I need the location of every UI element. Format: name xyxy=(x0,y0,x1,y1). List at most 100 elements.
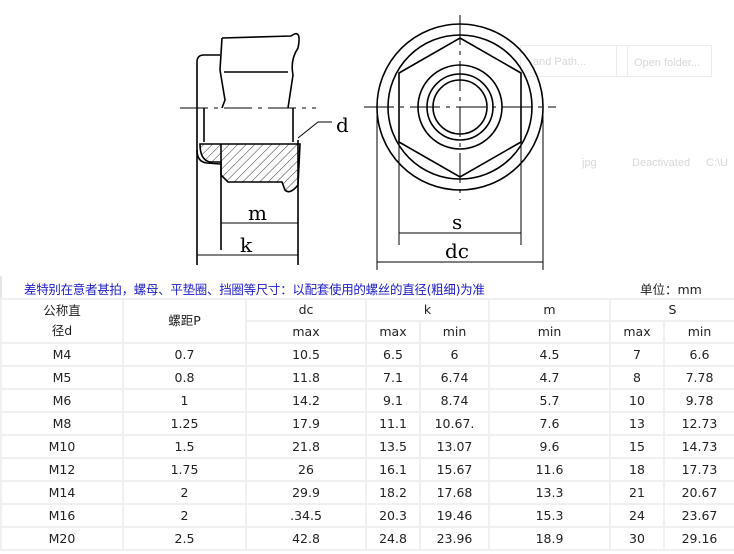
cell-m-min: 4.7 xyxy=(488,365,611,390)
header-s-max: max xyxy=(609,320,665,344)
cell-pitch: 1.5 xyxy=(122,434,247,459)
cell-dc-max: 10.5 xyxy=(245,342,367,367)
table-row: M5 0.8 11.8 7.1 6.74 4.7 8 7.78 xyxy=(0,365,734,390)
label-dc: dc xyxy=(445,239,469,263)
table-row: M6 1 14.2 9.1 8.74 5.7 10 9.78 xyxy=(0,388,734,413)
cell-k-min: 10.67. xyxy=(419,411,490,436)
header-k: k xyxy=(365,298,490,322)
cell-k-max: 9.1 xyxy=(365,388,421,413)
ghost-button xyxy=(616,45,712,77)
cell-k-min: 6.74 xyxy=(419,365,490,390)
cell-s-min: 12.73 xyxy=(663,411,734,436)
cell-d: M16 xyxy=(0,503,124,528)
table-row: M8 1.25 17.9 11.1 10.67. 7.6 13 12.73 xyxy=(0,411,734,436)
cell-s-max: 8 xyxy=(609,365,665,390)
cell-s-max: 13 xyxy=(609,411,665,436)
cell-m-min: 18.9 xyxy=(488,526,611,551)
cell-s-max: 21 xyxy=(609,480,665,505)
top-view xyxy=(364,15,556,270)
cell-s-max: 7 xyxy=(609,342,665,367)
cell-pitch: 0.8 xyxy=(122,365,247,390)
cell-dc-max: .34.5 xyxy=(245,503,367,528)
cell-dc-max: 29.9 xyxy=(245,480,367,505)
cell-s-min: 29.16 xyxy=(663,526,734,551)
header-m-min: min xyxy=(488,320,611,344)
technical-drawing-svg: d m k s dc xyxy=(180,15,556,270)
cell-d: M14 xyxy=(0,480,124,505)
label-d: d xyxy=(336,113,349,137)
cell-k-max: 16.1 xyxy=(365,457,421,482)
cell-k-min: 19.46 xyxy=(419,503,490,528)
table-row: M20 2.5 42.8 24.8 23.96 18.9 30 29.16 xyxy=(0,526,734,551)
cell-k-max: 13.5 xyxy=(365,434,421,459)
cell-d: M10 xyxy=(0,434,124,459)
cell-d: M8 xyxy=(0,411,124,436)
header-dc-max: max xyxy=(245,320,367,344)
ghost-text: Deactivated xyxy=(632,157,691,169)
dimension-table: 公称直 径d 螺距P dc k m S max max min min max … xyxy=(0,298,734,551)
header-row: 公称直 径d 螺距P dc k m S xyxy=(0,298,734,344)
flange-nut-drawing: and Path... Open folder... jpg Deactivat… xyxy=(0,0,734,276)
cell-m-min: 4.5 xyxy=(488,342,611,367)
cell-s-min: 20.67 xyxy=(663,480,734,505)
cell-dc-max: 14.2 xyxy=(245,388,367,413)
cell-d: M20 xyxy=(0,526,124,551)
ghost-text: and Path... xyxy=(533,56,587,68)
cell-pitch: 2.5 xyxy=(122,526,247,551)
cell-s-min: 9.78 xyxy=(663,388,734,413)
cell-k-min: 23.96 xyxy=(419,526,490,551)
cell-pitch: 1.75 xyxy=(122,457,247,482)
cell-s-min: 7.78 xyxy=(663,365,734,390)
cell-s-max: 10 xyxy=(609,388,665,413)
header-pitch: 螺距P xyxy=(122,298,247,344)
label-k: k xyxy=(240,233,253,257)
cell-k-min: 8.74 xyxy=(419,388,490,413)
cell-m-min: 11.6 xyxy=(488,457,611,482)
cell-pitch: 2 xyxy=(122,480,247,505)
cell-pitch: 2 xyxy=(122,503,247,528)
cell-s-min: 6.6 xyxy=(663,342,734,367)
label-m: m xyxy=(248,201,267,225)
table-row: M4 0.7 10.5 6.5 6 4.5 7 6.6 xyxy=(0,342,734,367)
cell-k-min: 15.67 xyxy=(419,457,490,482)
header-d-line2: 径d xyxy=(51,323,73,338)
cell-s-min: 14.73 xyxy=(663,434,734,459)
cell-k-max: 18.2 xyxy=(365,480,421,505)
header-dc: dc xyxy=(245,298,367,322)
table-row: M10 1.5 21.8 13.5 13.07 9.6 15 14.73 xyxy=(0,434,734,459)
unit-label: 单位：mm xyxy=(640,282,702,297)
cell-pitch: 0.7 xyxy=(122,342,247,367)
cell-d: M12 xyxy=(0,457,124,482)
ghost-text: jpg xyxy=(582,157,597,169)
cell-pitch: 1.25 xyxy=(122,411,247,436)
header-s: S xyxy=(609,298,734,322)
cell-d: M6 xyxy=(0,388,124,413)
header-m: m xyxy=(488,298,611,322)
subheader-row: max max min min max min xyxy=(1,320,734,344)
cell-k-min: 17.68 xyxy=(419,480,490,505)
caption-row: 差特别在意者甚拍，螺母、平垫圈、挡圈等尺寸：以配套使用的螺丝的直径(粗细)为准 … xyxy=(0,276,734,298)
cell-k-max: 24.8 xyxy=(365,526,421,551)
ghost-text: C:\U xyxy=(706,157,728,169)
header-d: 公称直 径d xyxy=(0,298,124,344)
cell-k-max: 6.5 xyxy=(365,342,421,367)
note-caption: 差特别在意者甚拍，螺母、平垫圈、挡圈等尺寸：以配套使用的螺丝的直径(粗细)为准 xyxy=(24,282,485,297)
table-row: M14 2 29.9 18.2 17.68 13.3 21 20.67 xyxy=(0,480,734,505)
table-row: M12 1.75 26 16.1 15.67 11.6 18 17.73 xyxy=(0,457,734,482)
cell-k-min: 6 xyxy=(419,342,490,367)
cell-dc-max: 26 xyxy=(245,457,367,482)
cell-s-min: 17.73 xyxy=(663,457,734,482)
cell-d: M4 xyxy=(0,342,124,367)
cell-dc-max: 21.8 xyxy=(245,434,367,459)
cell-s-max: 24 xyxy=(609,503,665,528)
cell-k-min: 13.07 xyxy=(419,434,490,459)
cell-s-min: 23.67 xyxy=(663,503,734,528)
table-row: M16 2.34.5 20.3 19.46 15.3 24 23.67 xyxy=(0,503,734,528)
cell-k-max: 11.1 xyxy=(365,411,421,436)
cell-m-min: 9.6 xyxy=(488,434,611,459)
header-k-min: min xyxy=(419,320,490,344)
cell-dc-max: 11.8 xyxy=(245,365,367,390)
cell-pitch: 1 xyxy=(122,388,247,413)
cell-m-min: 15.3 xyxy=(488,503,611,528)
cell-d: M5 xyxy=(0,365,124,390)
